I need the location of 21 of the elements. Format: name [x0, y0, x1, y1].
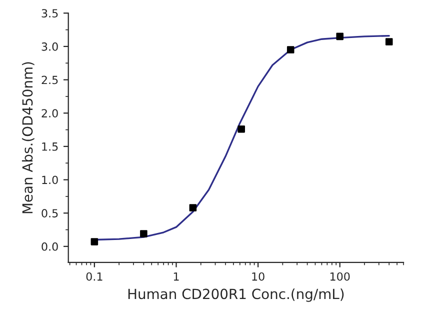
- x-tick-label: 100: [330, 272, 350, 281]
- y-tick-label: 1.5: [42, 142, 58, 151]
- x-tick-label: 0.1: [86, 272, 102, 281]
- x-tick-label: 10: [252, 272, 264, 281]
- y-tick-label: 2.5: [42, 76, 58, 84]
- point: [189, 204, 197, 212]
- y-tick-label: 0.0: [42, 242, 58, 251]
- point: [286, 46, 294, 54]
- y-tick-label: 2.0: [42, 109, 58, 118]
- point: [90, 238, 98, 246]
- point: [385, 38, 393, 46]
- point: [238, 125, 245, 133]
- point: [140, 230, 148, 238]
- x-axis-title: Human CD200R1 Conc.(ng/mL): [128, 288, 344, 302]
- y-tick-label: 1.0: [42, 176, 58, 184]
- y-tick-label: 3.5: [42, 9, 58, 18]
- y-tick-label: 0.5: [42, 209, 58, 218]
- y-tick-label: 3.0: [42, 42, 58, 51]
- y-axis-title: Mean Abs.(OD450nm): [22, 62, 34, 214]
- point: [336, 32, 344, 40]
- x-tick-label: 1: [174, 272, 179, 281]
